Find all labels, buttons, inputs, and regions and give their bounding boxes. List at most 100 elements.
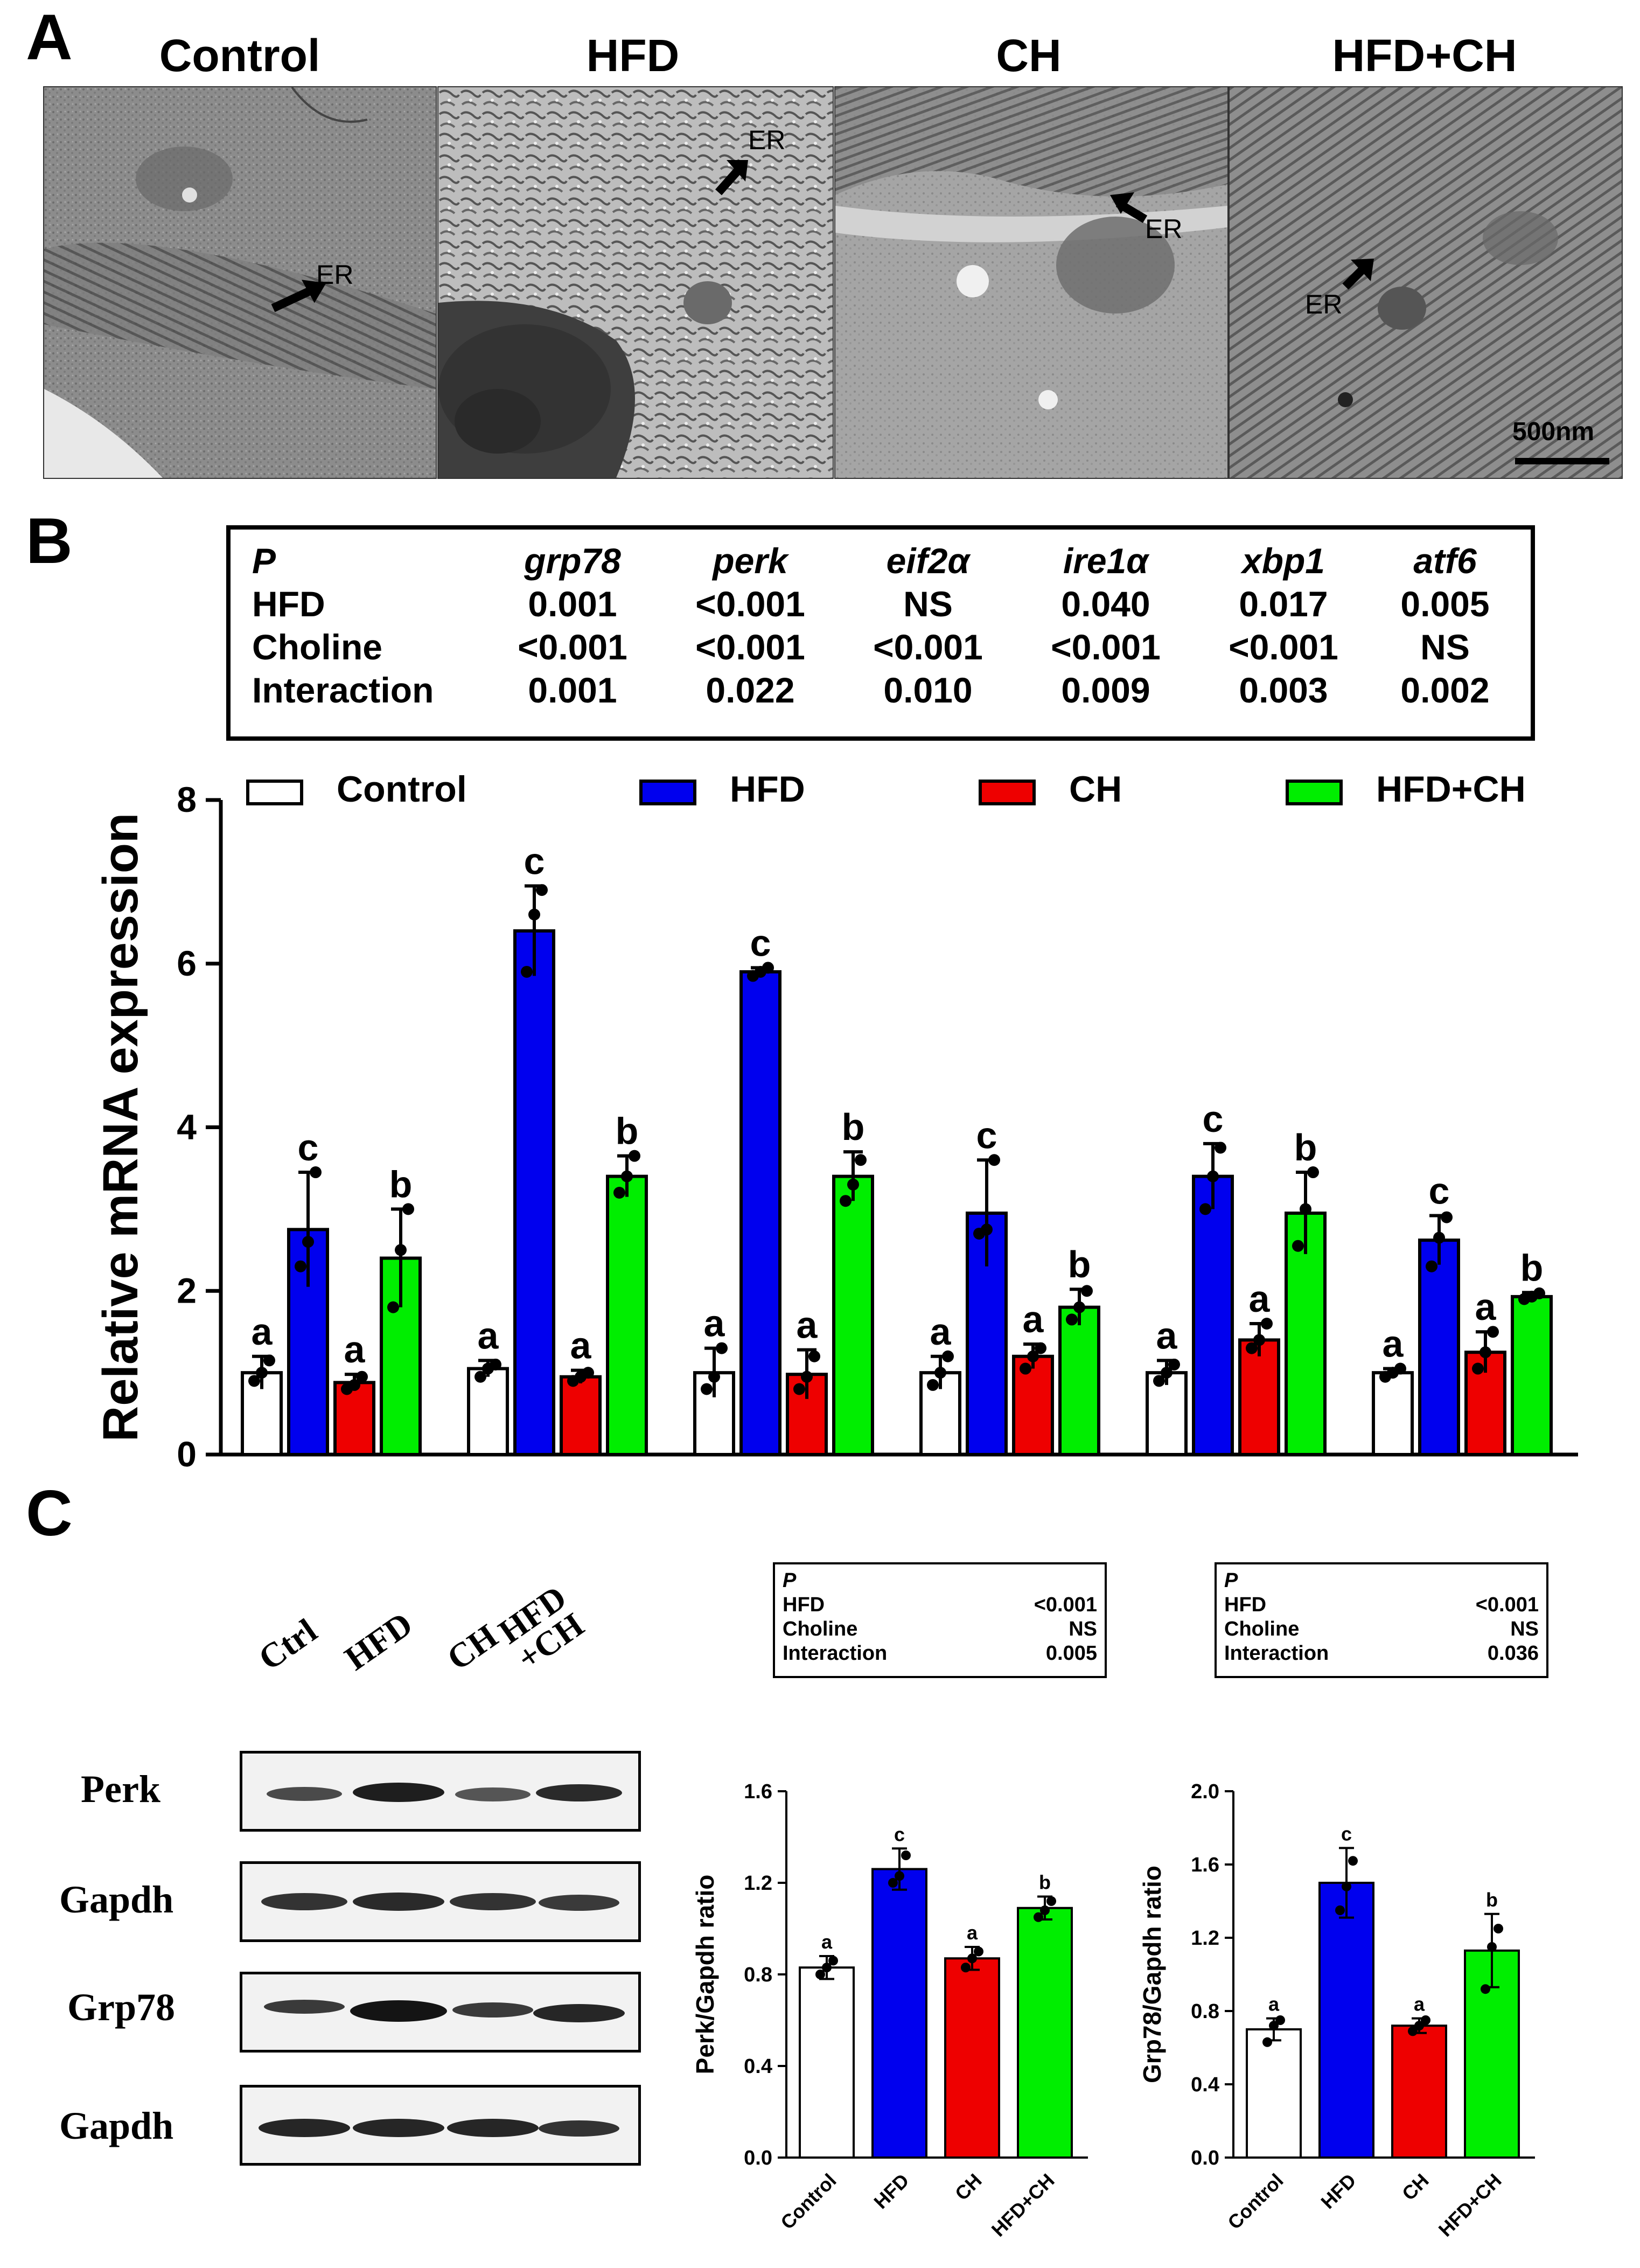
- table-cell: <0.001: [873, 627, 983, 667]
- data-point: [793, 1383, 805, 1395]
- y-tick-label: 0.0: [1191, 2147, 1219, 2169]
- bar-hfd-4: [1192, 1174, 1234, 1456]
- data-point: [1348, 1856, 1358, 1866]
- data-point: [474, 1370, 486, 1383]
- data-point: [302, 1236, 314, 1248]
- em-title-control: Control: [159, 30, 320, 81]
- data-point: [356, 1370, 368, 1383]
- significance-letter: a: [1383, 1323, 1404, 1365]
- bar-ch-3: [1012, 1354, 1054, 1456]
- significance-letter: a: [1023, 1298, 1044, 1340]
- blot-gapdh-1: [240, 1861, 641, 1942]
- data-point: [1207, 1170, 1219, 1182]
- data-point: [295, 1260, 306, 1272]
- data-point: [1020, 1362, 1031, 1375]
- table-cell: 0.010: [883, 670, 973, 710]
- grp78-bar-chart: 0.0 0.4 0.8 1.2 1.6 2.0 Grp78/Gapdh ratio a Cont…: [1138, 1780, 1535, 2241]
- data-point: [1533, 1287, 1545, 1299]
- em-title-ch: CH: [996, 30, 1062, 81]
- data-point: [1342, 1881, 1351, 1891]
- data-point: [1168, 1358, 1180, 1370]
- table-cell: <0.001: [1051, 627, 1161, 667]
- y-tick-label: 8: [177, 780, 197, 819]
- significance-letter: c: [976, 1114, 997, 1156]
- data-point: [1215, 1142, 1226, 1154]
- legend-label: HFD: [730, 769, 805, 810]
- em-image-hfd: ER: [437, 86, 834, 479]
- table-row-label: HFD: [252, 584, 325, 624]
- data-point: [490, 1358, 501, 1370]
- significance-letter: a: [1249, 1278, 1271, 1320]
- perk-bar-chart: 0.0 0.4 0.8 1.2 1.6 Perk/Gapdh ratio a Control c…: [691, 1780, 1088, 2241]
- significance-letter: a: [478, 1314, 499, 1356]
- table-cell: <0.001: [695, 584, 805, 624]
- scale-bar: [1515, 458, 1609, 464]
- table-header: ire1α: [1063, 541, 1149, 581]
- significance-letter: c: [1341, 1822, 1352, 1845]
- y-tick-label: 0: [177, 1434, 197, 1474]
- table-cell: 0.009: [1061, 670, 1150, 710]
- data-point: [822, 1963, 832, 1973]
- p-value-table-perk: P HFD <0.001 Choline NS Interaction 0.005: [773, 1562, 1107, 1678]
- table-cell: 0.003: [1239, 670, 1328, 710]
- data-point: [1292, 1240, 1304, 1252]
- legend-swatch: [639, 780, 696, 805]
- data-point: [387, 1301, 399, 1313]
- data-point: [888, 1878, 898, 1888]
- data-point: [762, 962, 774, 974]
- data-point: [263, 1354, 275, 1367]
- data-point: [629, 1150, 640, 1162]
- data-point: [988, 1154, 1000, 1166]
- significance-letter: a: [967, 1922, 978, 1944]
- legend-label: CH: [1069, 769, 1122, 810]
- data-point: [828, 1956, 838, 1966]
- table-cell: NS: [1069, 1618, 1097, 1640]
- bar-hfd-ch: [1017, 1907, 1073, 2159]
- significance-letter: b: [1294, 1126, 1317, 1168]
- em-image-ch: ER: [834, 86, 1229, 479]
- x-category-label: CH: [1398, 2169, 1433, 2205]
- bar-hfd-5: [1418, 1239, 1460, 1457]
- table-cell: <0.001: [1229, 627, 1338, 667]
- significance-letter: c: [750, 922, 771, 964]
- data-point: [927, 1379, 939, 1391]
- blot-label-gapdh-2: Gapdh: [59, 2104, 174, 2147]
- data-point: [808, 1350, 820, 1362]
- er-arrow-icon: [1110, 192, 1148, 223]
- data-point: [1027, 1350, 1039, 1362]
- y-tick-label: 0.8: [1191, 2000, 1219, 2023]
- blot-gapdh-2: [240, 2085, 641, 2166]
- bar-hfd-2: [739, 970, 781, 1456]
- bar-hfd-1: [513, 929, 555, 1456]
- x-category-label: perk: [457, 1471, 562, 1476]
- panel-letter-c: C: [26, 1477, 73, 1549]
- legend-swatch: [1286, 780, 1343, 805]
- p-value-table-b: P grp78 perk eif2α ire1α xbp1 atf6 HFD 0…: [226, 525, 1535, 741]
- bar-ch-0: [333, 1381, 375, 1456]
- data-point: [942, 1350, 954, 1362]
- data-point: [840, 1195, 852, 1207]
- table-cell: 0.017: [1239, 584, 1328, 624]
- em-title-hfd: HFD: [586, 30, 680, 81]
- table-row-label: Interaction: [252, 670, 434, 710]
- data-point: [1394, 1362, 1406, 1375]
- bar-hfd-ch-3: [1058, 1305, 1100, 1456]
- significance-letter: b: [389, 1163, 413, 1205]
- er-label: ER: [1145, 214, 1182, 244]
- table-header: grp78: [524, 541, 621, 581]
- x-category-label: eif2α: [675, 1471, 788, 1476]
- data-point: [582, 1367, 594, 1379]
- table-row-label: Choline: [1224, 1618, 1300, 1640]
- significance-letter: a: [1268, 1993, 1280, 2015]
- er-arrow-icon: [271, 280, 326, 312]
- data-point: [1034, 1912, 1043, 1922]
- x-category-label: Control: [1223, 2169, 1287, 2234]
- panel-letter-a: A: [26, 1, 73, 73]
- table-row-label: Interaction: [1224, 1642, 1329, 1665]
- data-point: [701, 1383, 713, 1395]
- y-tick-label: 1.6: [1191, 1854, 1219, 1876]
- data-point: [310, 1166, 322, 1179]
- table-cell: 0.001: [528, 584, 617, 624]
- table-cell: <0.001: [518, 627, 627, 667]
- data-point: [1073, 1301, 1085, 1313]
